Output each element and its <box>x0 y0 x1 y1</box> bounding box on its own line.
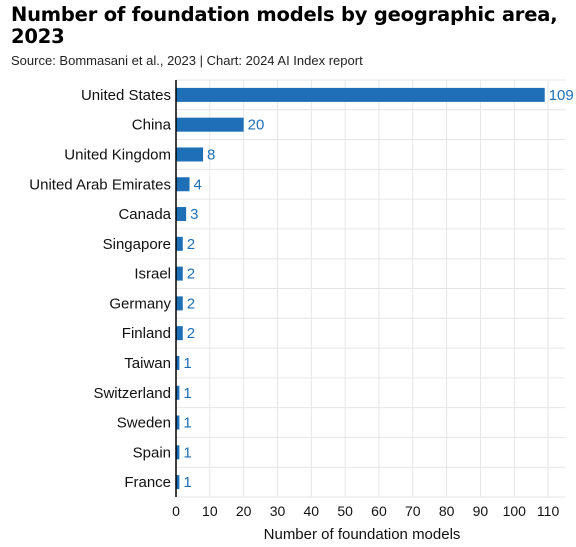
x-axis-label: Number of foundation models <box>264 526 461 543</box>
bar <box>176 87 545 102</box>
x-tick-labels: 0 10 20 30 40 50 60 70 80 90 100 110 <box>172 503 559 519</box>
category-label: Spain <box>133 444 171 461</box>
bar <box>176 415 180 430</box>
x-tick-label: 10 <box>202 503 218 519</box>
x-tick-label: 60 <box>371 503 387 519</box>
bar <box>176 177 190 192</box>
category-label: Taiwan <box>124 355 171 372</box>
chart-title: Number of foundation models by geographi… <box>11 3 558 48</box>
x-tick-label: 90 <box>473 503 489 519</box>
chart-subtitle: Source: Bommasani et al., 2023 | Chart: … <box>11 53 363 68</box>
category-labels: United States China United Kingdom United A… <box>29 87 171 491</box>
category-label: Canada <box>118 206 171 223</box>
value-label: 4 <box>194 176 202 193</box>
category-label: Switzerland <box>93 385 171 402</box>
bar <box>176 475 180 490</box>
bar <box>176 147 204 162</box>
grid-lines <box>175 79 565 498</box>
value-label: 1 <box>183 415 191 432</box>
bars <box>176 87 545 490</box>
value-label: 2 <box>187 295 195 312</box>
value-label: 1 <box>183 385 191 402</box>
category-label: Germany <box>109 295 171 312</box>
category-label: France <box>124 474 171 491</box>
category-label: Israel <box>134 266 171 283</box>
bar <box>176 355 180 370</box>
x-tick-label: 70 <box>405 503 421 519</box>
x-tick-label: 0 <box>172 503 180 519</box>
value-labels: 109 20 84 3 2 2 2 2 1 1 1 1 1 <box>183 87 573 491</box>
category-label: Singapore <box>103 236 171 253</box>
bar <box>176 385 180 400</box>
value-label: 109 <box>549 87 574 104</box>
bar <box>176 326 183 341</box>
category-label: China <box>132 117 172 134</box>
bar <box>176 266 183 281</box>
category-label: United States <box>81 87 171 104</box>
x-tick-label: 40 <box>304 503 320 519</box>
bar <box>176 296 183 311</box>
value-label: 2 <box>187 236 195 253</box>
category-label: United Kingdom <box>64 146 171 163</box>
value-label: 1 <box>183 355 191 372</box>
bar <box>176 236 183 251</box>
bar <box>176 117 244 132</box>
value-label: 1 <box>183 474 191 491</box>
x-tick-label: 20 <box>236 503 252 519</box>
value-label: 2 <box>187 325 195 342</box>
x-tick-label: 50 <box>337 503 353 519</box>
value-label: 2 <box>187 266 195 283</box>
x-tick-label: 110 <box>537 503 560 519</box>
bar <box>176 207 187 222</box>
category-label: United Arab Emirates <box>29 176 171 193</box>
value-label: 8 <box>207 146 215 163</box>
value-label: 3 <box>190 206 198 223</box>
value-label: 1 <box>183 444 191 461</box>
x-tick-label: 80 <box>439 503 455 519</box>
category-label: Finland <box>122 325 171 342</box>
category-label: Sweden <box>117 415 171 432</box>
x-tick-label: 100 <box>503 503 527 519</box>
value-label: 20 <box>248 117 265 134</box>
bar <box>176 445 180 460</box>
x-tick-label: 30 <box>270 503 286 519</box>
